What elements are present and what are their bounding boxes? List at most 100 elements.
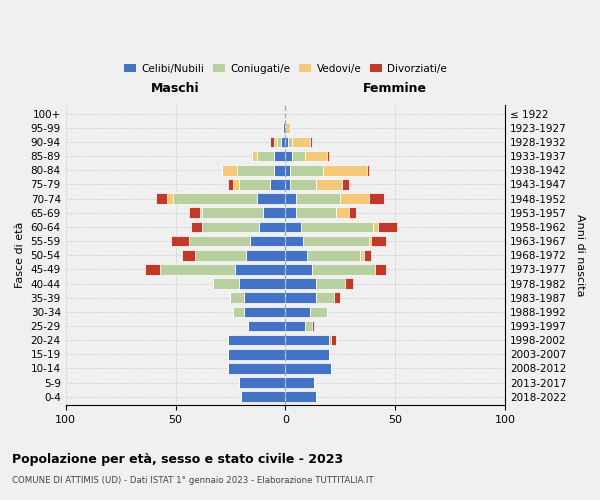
Bar <box>156 194 167 204</box>
Bar <box>270 136 274 147</box>
Bar <box>239 179 270 190</box>
Bar <box>290 179 316 190</box>
Bar <box>145 264 160 274</box>
Text: Femmine: Femmine <box>363 82 427 96</box>
Bar <box>310 306 327 317</box>
Bar <box>270 179 286 190</box>
Bar <box>292 151 305 162</box>
Bar <box>202 208 263 218</box>
Bar <box>286 306 310 317</box>
Bar <box>257 194 286 204</box>
Bar <box>287 136 292 147</box>
Bar <box>296 208 336 218</box>
Bar <box>257 151 274 162</box>
Bar <box>195 250 246 260</box>
Bar <box>171 236 188 246</box>
Bar <box>230 292 244 303</box>
Bar <box>274 165 286 175</box>
Bar <box>364 250 371 260</box>
Bar <box>286 179 290 190</box>
Bar <box>233 179 239 190</box>
Bar <box>286 136 287 147</box>
Bar <box>274 151 286 162</box>
Bar <box>173 194 257 204</box>
Bar <box>307 250 360 260</box>
Bar <box>343 179 349 190</box>
Bar <box>281 136 286 147</box>
Bar <box>312 264 376 274</box>
Bar <box>286 222 301 232</box>
Bar <box>246 250 286 260</box>
Bar <box>286 278 316 289</box>
Bar <box>277 136 281 147</box>
Bar <box>182 250 195 260</box>
Bar <box>228 363 286 374</box>
Bar <box>244 306 286 317</box>
Bar <box>316 292 334 303</box>
Bar <box>360 250 364 260</box>
Bar <box>244 292 286 303</box>
Bar <box>340 194 369 204</box>
Bar <box>336 208 349 218</box>
Bar <box>253 151 257 162</box>
Bar <box>237 165 274 175</box>
Bar <box>369 236 371 246</box>
Bar <box>286 292 316 303</box>
Bar <box>286 320 305 332</box>
Bar <box>349 208 356 218</box>
Bar <box>292 136 310 147</box>
Bar <box>286 194 296 204</box>
Bar <box>200 208 202 218</box>
Bar <box>167 194 173 204</box>
Bar <box>286 392 316 402</box>
Bar <box>286 151 292 162</box>
Bar <box>286 236 303 246</box>
Bar <box>239 378 286 388</box>
Bar <box>286 335 329 345</box>
Bar <box>248 320 286 332</box>
Bar <box>305 151 327 162</box>
Bar <box>296 194 340 204</box>
Bar <box>286 363 331 374</box>
Bar <box>286 250 307 260</box>
Bar <box>283 122 286 133</box>
Bar <box>312 320 314 332</box>
Bar <box>188 236 250 246</box>
Bar <box>191 222 202 232</box>
Bar <box>367 165 369 175</box>
Bar <box>286 208 296 218</box>
Bar <box>316 179 343 190</box>
Bar <box>286 122 290 133</box>
Legend: Celibi/Nubili, Coniugati/e, Vedovi/e, Divorziati/e: Celibi/Nubili, Coniugati/e, Vedovi/e, Di… <box>119 60 451 78</box>
Bar <box>373 222 377 232</box>
Bar <box>344 278 353 289</box>
Bar <box>286 264 312 274</box>
Bar <box>310 136 312 147</box>
Bar <box>259 222 286 232</box>
Bar <box>303 236 369 246</box>
Bar <box>301 222 373 232</box>
Bar <box>235 264 286 274</box>
Bar <box>290 165 323 175</box>
Bar <box>202 222 259 232</box>
Bar <box>376 264 386 274</box>
Bar <box>239 278 286 289</box>
Text: Maschi: Maschi <box>151 82 200 96</box>
Bar <box>331 335 336 345</box>
Bar <box>305 320 312 332</box>
Bar <box>188 208 200 218</box>
Bar <box>369 194 384 204</box>
Bar <box>327 151 329 162</box>
Bar <box>241 392 286 402</box>
Bar <box>377 222 397 232</box>
Bar <box>316 278 344 289</box>
Bar <box>334 292 340 303</box>
Bar <box>213 278 239 289</box>
Bar <box>221 165 237 175</box>
Bar <box>228 349 286 360</box>
Bar <box>228 335 286 345</box>
Bar <box>233 306 244 317</box>
Bar <box>286 349 329 360</box>
Bar <box>263 208 286 218</box>
Text: Popolazione per età, sesso e stato civile - 2023: Popolazione per età, sesso e stato civil… <box>12 452 343 466</box>
